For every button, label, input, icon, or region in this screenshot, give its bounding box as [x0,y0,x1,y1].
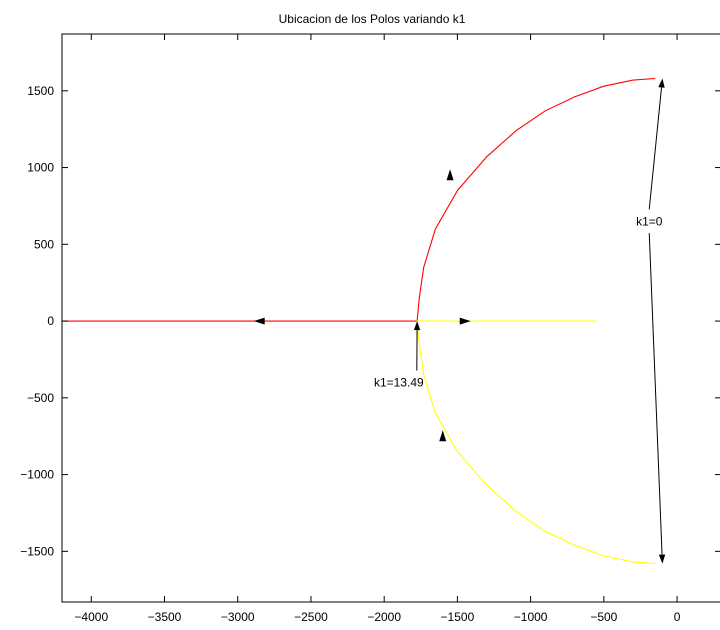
series-layer [62,77,656,565]
annotation-arrow-1-1 [648,87,663,210]
series-line-1 [62,77,656,322]
direction-arrow-4 [439,430,447,442]
annotation-arrowhead-1-1 [658,78,665,88]
annotation-label-1: k1=0 [636,214,663,228]
x-tick-label: −3000 [221,610,255,624]
direction-arrow-3 [459,317,471,325]
annotation-arrow-1-2 [648,233,663,555]
annotation-arrowhead-2-1 [413,321,421,331]
x-tick-label: −2000 [367,610,401,624]
x-tick-label: −1000 [514,610,548,624]
y-tick-label: −1500 [20,544,54,558]
direction-arrow-1 [446,169,454,181]
y-tick-label: 500 [34,237,54,251]
x-tick-label: 0 [674,610,681,624]
annotation-arrowhead-1-2 [658,554,666,564]
x-tick-label: −4000 [74,610,108,624]
y-tick-label: 1500 [27,84,54,98]
y-tick-label: −1000 [20,468,54,482]
x-tick-label: −500 [590,610,617,624]
x-tick-label: −2500 [294,610,328,624]
direction-arrow-layer [253,169,471,442]
chart-title: Ubicacion de los Polos variando k1 [279,12,466,26]
x-tick-label: −3500 [148,610,182,624]
annotation-label-2: k1=13.49 [374,375,424,389]
direction-arrow-2 [253,317,265,325]
series-line-2 [416,320,656,565]
y-tick-label: −500 [27,391,54,405]
axes-frame [61,33,720,603]
axes-layer: −4000 −3500 −3000 −2500 −2000 −1500 −1000 −500 0… [20,33,720,624]
annotation-layer: k1=0 k1=13.49 [374,78,666,564]
x-tick-label: −1500 [441,610,475,624]
plot-area [62,34,720,602]
y-tick-label: 1000 [27,161,54,175]
y-tick-label: 0 [47,314,54,328]
